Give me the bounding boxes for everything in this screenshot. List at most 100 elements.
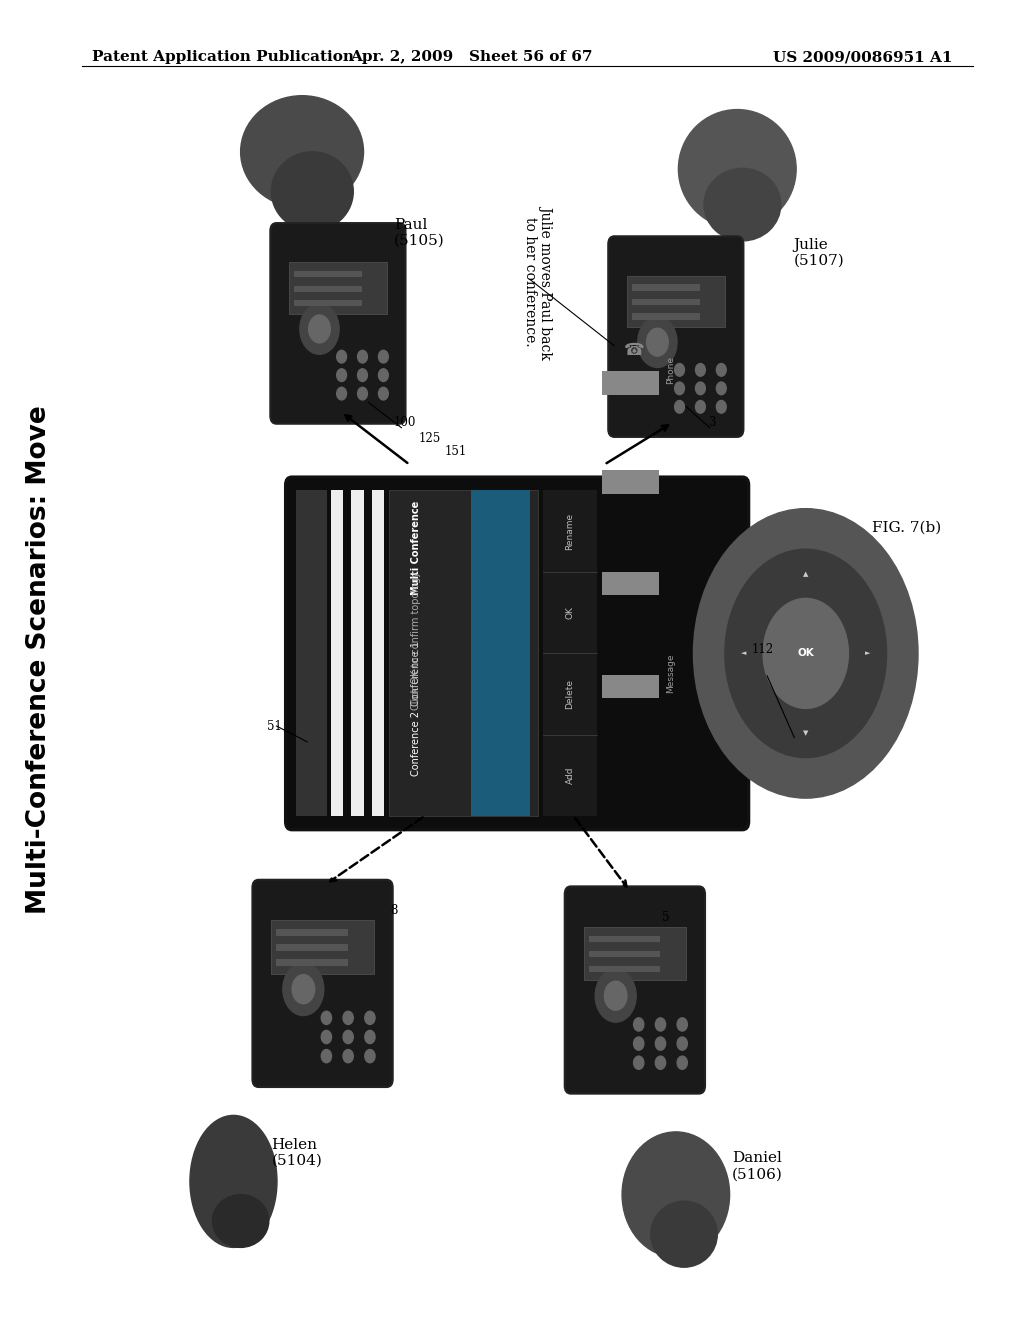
Text: 51: 51	[267, 719, 282, 733]
Bar	[351, 490, 364, 816]
Circle shape	[634, 1038, 644, 1051]
FancyBboxPatch shape	[565, 887, 705, 1093]
Text: 8: 8	[390, 904, 398, 917]
Circle shape	[695, 381, 706, 395]
Circle shape	[693, 508, 919, 799]
Circle shape	[655, 1018, 666, 1031]
Bar	[294, 300, 362, 306]
Ellipse shape	[271, 152, 353, 231]
Text: 112: 112	[752, 643, 774, 656]
Text: Paul
(5105): Paul (5105)	[394, 218, 445, 248]
Bar	[372, 490, 384, 816]
Circle shape	[365, 1011, 375, 1024]
Bar	[632, 298, 700, 305]
Text: OK: OK	[798, 648, 814, 659]
Circle shape	[646, 329, 669, 356]
Bar	[602, 572, 658, 595]
Circle shape	[357, 350, 368, 363]
Text: 100: 100	[393, 416, 416, 429]
Circle shape	[343, 1011, 353, 1024]
Bar	[276, 960, 348, 966]
Bar	[589, 936, 660, 942]
Bar	[294, 285, 362, 292]
Bar	[543, 490, 597, 816]
Circle shape	[725, 549, 887, 758]
Text: ►: ►	[865, 651, 870, 656]
Text: FIG. 7(b): FIG. 7(b)	[871, 521, 941, 535]
Bar	[602, 470, 658, 494]
Text: ▲: ▲	[803, 570, 808, 577]
Circle shape	[675, 363, 684, 376]
Text: Julie moves Paul back
to her conference.: Julie moves Paul back to her conference.	[522, 205, 553, 359]
Circle shape	[343, 1049, 353, 1063]
Circle shape	[717, 363, 726, 376]
Circle shape	[308, 315, 331, 343]
Text: ✉: ✉	[628, 685, 641, 701]
FancyBboxPatch shape	[270, 223, 406, 424]
Bar	[276, 929, 348, 936]
Circle shape	[763, 598, 849, 709]
Bar	[276, 944, 348, 950]
Circle shape	[379, 387, 388, 400]
Text: 125: 125	[419, 432, 441, 445]
Circle shape	[322, 1031, 332, 1044]
Bar	[294, 271, 362, 277]
FancyBboxPatch shape	[286, 477, 749, 830]
Circle shape	[675, 381, 684, 395]
Circle shape	[717, 400, 726, 413]
Circle shape	[695, 363, 706, 376]
Circle shape	[365, 1049, 375, 1063]
Text: Apr. 2, 2009   Sheet 56 of 67: Apr. 2, 2009 Sheet 56 of 67	[350, 50, 592, 65]
Text: OK: OK	[565, 606, 574, 619]
Circle shape	[677, 1038, 687, 1051]
Bar	[627, 276, 725, 327]
Bar	[589, 950, 660, 957]
Circle shape	[379, 350, 388, 363]
Bar	[584, 927, 686, 981]
Circle shape	[634, 1018, 644, 1031]
Bar	[602, 675, 658, 698]
Circle shape	[337, 368, 346, 381]
Ellipse shape	[213, 1195, 268, 1247]
Bar	[589, 966, 660, 973]
Bar	[296, 490, 328, 816]
Circle shape	[677, 1018, 687, 1031]
Text: Add: Add	[565, 767, 574, 784]
Text: Helen
(5104): Helen (5104)	[271, 1138, 323, 1168]
Text: Click OK to confirm topology: Click OK to confirm topology	[412, 572, 422, 710]
Circle shape	[604, 981, 627, 1010]
Bar	[389, 490, 538, 816]
Bar	[602, 371, 658, 395]
Text: 3: 3	[708, 416, 716, 429]
Text: Multi Conference: Multi Conference	[412, 500, 422, 595]
Circle shape	[283, 962, 324, 1015]
Circle shape	[717, 381, 726, 395]
Circle shape	[677, 1056, 687, 1069]
Circle shape	[655, 1038, 666, 1051]
Text: Patent Application Publication: Patent Application Publication	[92, 50, 354, 65]
Circle shape	[292, 974, 314, 1003]
Ellipse shape	[651, 1201, 717, 1267]
Bar	[271, 920, 374, 974]
FancyBboxPatch shape	[252, 879, 393, 1088]
Circle shape	[595, 969, 636, 1022]
Circle shape	[300, 304, 339, 354]
Circle shape	[357, 368, 368, 381]
Bar	[289, 263, 387, 314]
Bar	[632, 284, 700, 290]
Text: ☎: ☎	[625, 341, 645, 359]
Circle shape	[322, 1049, 332, 1063]
Text: Message: Message	[667, 653, 676, 693]
Circle shape	[675, 400, 684, 413]
Ellipse shape	[678, 110, 797, 228]
Circle shape	[695, 400, 706, 413]
Text: Conference 1: Conference 1	[412, 642, 422, 706]
Text: Multi-Conference Scenarios: Move: Multi-Conference Scenarios: Move	[26, 405, 52, 915]
Bar	[331, 490, 343, 816]
Text: Rename: Rename	[565, 512, 574, 549]
Circle shape	[343, 1031, 353, 1044]
Text: 151: 151	[444, 445, 467, 458]
Text: 5: 5	[662, 911, 670, 924]
Bar	[471, 490, 530, 816]
Circle shape	[337, 387, 346, 400]
